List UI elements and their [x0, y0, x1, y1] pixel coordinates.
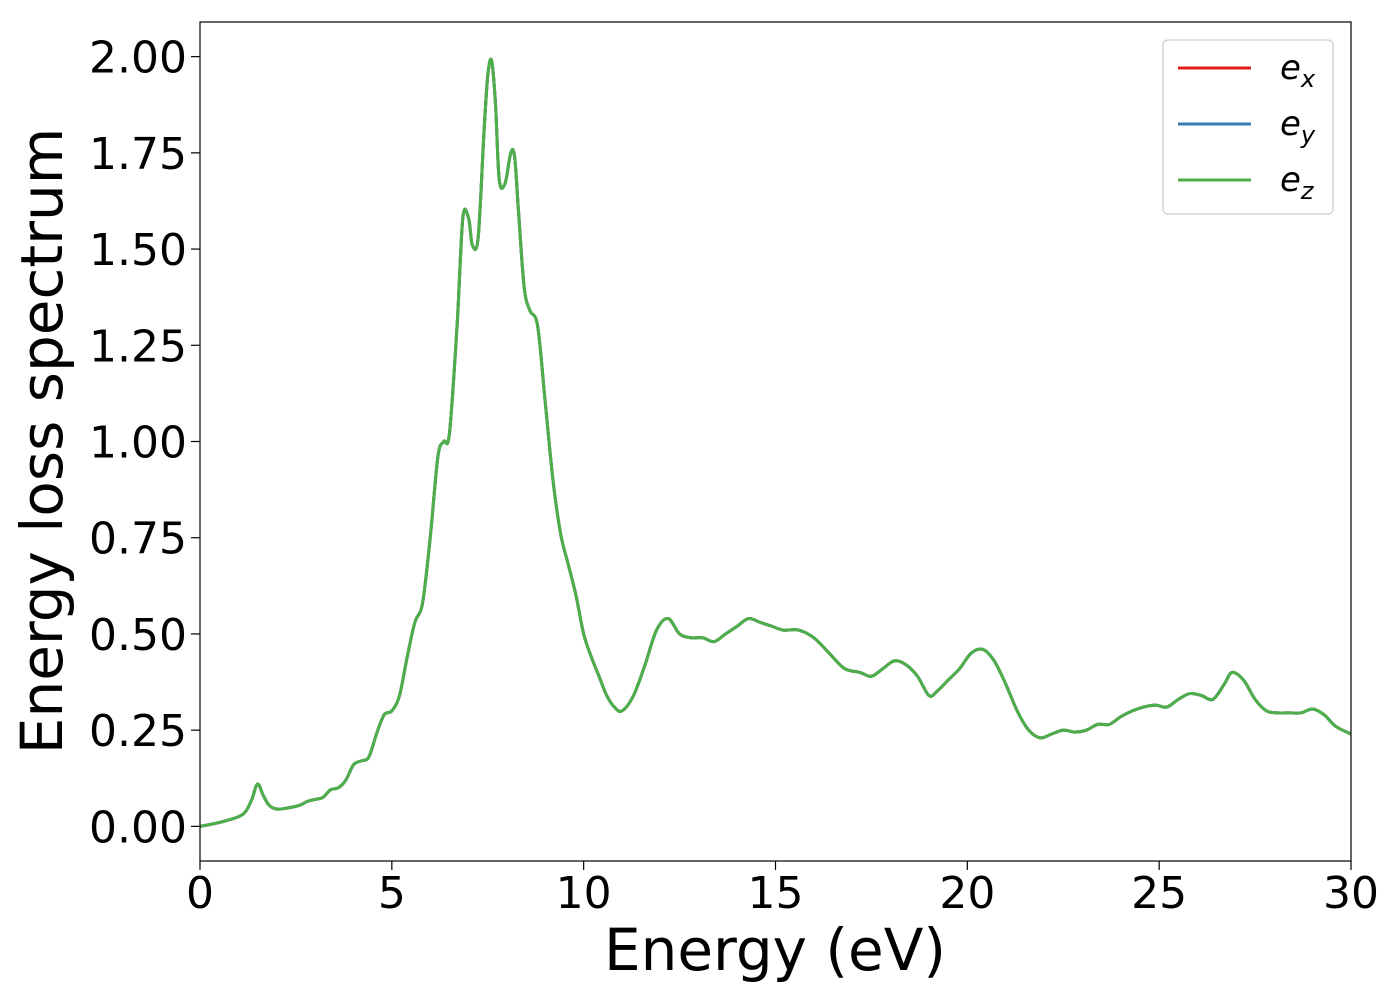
y-tick-label: 2.00: [89, 33, 187, 84]
y-tick-label: 0.75: [89, 514, 187, 565]
x-tick-label: 15: [748, 868, 804, 919]
y-tick-label: 1.00: [89, 418, 187, 469]
x-tick-label: 10: [556, 868, 612, 919]
y-tick-label: 1.25: [89, 321, 187, 372]
y-axis-label: Energy loss spectrum: [8, 128, 76, 754]
x-tick-label: 30: [1323, 868, 1379, 919]
y-tick-label: 1.75: [89, 129, 187, 180]
x-tick-label: 20: [939, 868, 995, 919]
series-layer: [200, 57, 1351, 828]
legend-frame: [1162, 39, 1334, 215]
x-axis-label: Energy (eV): [604, 916, 946, 984]
y-tick-label: 1.50: [89, 225, 187, 276]
y-tick-label: 0.00: [89, 802, 187, 853]
y-tick-label: 0.50: [89, 610, 187, 661]
y-axis-ticks: 0.00 0.25 0.50 0.75 1.00 1.25 1.50 1.75 2.00: [89, 33, 200, 853]
y-tick-label: 0.25: [89, 706, 187, 757]
series-line-e-z: [200, 57, 1351, 828]
x-tick-label: 5: [378, 868, 406, 919]
x-tick-label: 0: [186, 868, 214, 919]
x-axis-ticks: 0 5 10 15 20 25 30: [186, 861, 1379, 919]
x-tick-label: 25: [1131, 868, 1187, 919]
